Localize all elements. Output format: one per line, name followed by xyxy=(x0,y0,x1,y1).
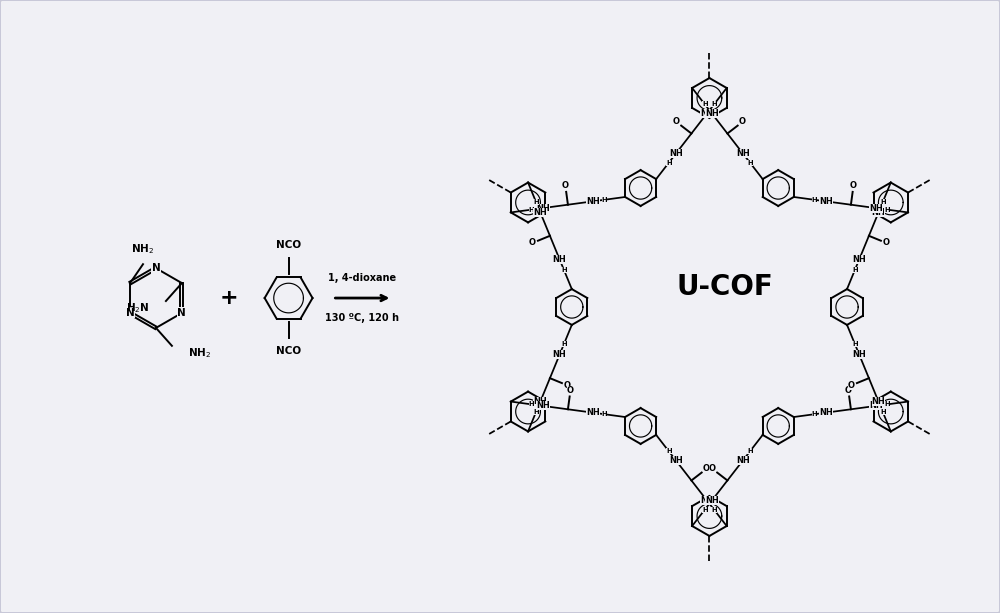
Text: H: H xyxy=(529,402,534,408)
Text: H: H xyxy=(711,506,717,512)
Text: H: H xyxy=(529,207,534,213)
Text: NH: NH xyxy=(536,204,550,213)
Text: +: + xyxy=(219,288,238,308)
Text: H: H xyxy=(812,197,817,203)
Text: NH: NH xyxy=(819,197,833,206)
Text: N: N xyxy=(126,308,134,318)
Text: NH: NH xyxy=(553,350,566,359)
Text: NH: NH xyxy=(669,456,683,465)
Text: O: O xyxy=(564,381,571,390)
Text: NH: NH xyxy=(586,408,600,417)
Text: NH: NH xyxy=(705,496,719,505)
Text: 130 ºC, 120 h: 130 ºC, 120 h xyxy=(325,313,399,323)
Text: NH$_2$: NH$_2$ xyxy=(188,346,211,360)
Text: H: H xyxy=(852,341,858,347)
Text: H: H xyxy=(702,101,708,107)
Text: NH: NH xyxy=(700,496,714,505)
Text: N: N xyxy=(177,308,186,318)
Text: N: N xyxy=(152,263,160,273)
Text: O: O xyxy=(562,181,569,191)
Text: NH: NH xyxy=(553,255,566,264)
Text: O: O xyxy=(703,465,710,473)
Text: O: O xyxy=(883,238,890,248)
Text: NH: NH xyxy=(533,397,547,406)
Text: H$_2$N: H$_2$N xyxy=(126,301,150,315)
Text: NCO: NCO xyxy=(276,346,301,356)
Text: H: H xyxy=(852,267,858,273)
Text: H: H xyxy=(880,199,886,205)
Text: NCO: NCO xyxy=(276,240,301,250)
Text: O: O xyxy=(673,118,680,126)
Text: NH: NH xyxy=(700,109,714,118)
Text: H: H xyxy=(602,197,607,203)
Text: NH: NH xyxy=(736,456,750,465)
Text: NH: NH xyxy=(533,208,547,217)
Text: H: H xyxy=(747,448,753,454)
Text: H: H xyxy=(561,341,567,347)
Text: NH: NH xyxy=(705,109,719,118)
Text: H: H xyxy=(711,101,717,107)
Text: O: O xyxy=(845,386,852,395)
Text: H: H xyxy=(666,448,672,454)
Text: NH: NH xyxy=(586,197,600,206)
Text: H: H xyxy=(533,199,539,205)
Text: NH: NH xyxy=(869,204,883,213)
Text: NH: NH xyxy=(669,149,683,158)
Text: NH: NH xyxy=(852,255,866,264)
Text: H: H xyxy=(702,506,708,512)
Text: H: H xyxy=(666,159,672,166)
Text: NH: NH xyxy=(736,149,750,158)
Text: O: O xyxy=(567,386,574,395)
Text: NH: NH xyxy=(872,397,885,406)
Text: O: O xyxy=(739,118,746,126)
Text: NH$_2$: NH$_2$ xyxy=(131,242,155,256)
Text: NH: NH xyxy=(536,402,550,410)
Text: H: H xyxy=(747,159,753,166)
Text: NH: NH xyxy=(869,402,883,410)
Text: O: O xyxy=(529,238,536,248)
Text: H: H xyxy=(561,267,567,273)
Text: NH: NH xyxy=(819,408,833,417)
Text: H: H xyxy=(812,411,817,417)
Text: O: O xyxy=(709,465,716,473)
Text: NH: NH xyxy=(852,350,866,359)
Text: U-COF: U-COF xyxy=(676,273,773,301)
Text: H: H xyxy=(602,411,607,417)
Text: H: H xyxy=(885,207,890,213)
Text: O: O xyxy=(850,181,857,191)
Text: 1, 4-dioxane: 1, 4-dioxane xyxy=(328,273,396,283)
Text: H: H xyxy=(533,409,539,415)
Text: NH: NH xyxy=(872,208,885,217)
Text: H: H xyxy=(885,402,890,408)
Text: O: O xyxy=(848,381,855,390)
Text: H: H xyxy=(880,409,886,415)
